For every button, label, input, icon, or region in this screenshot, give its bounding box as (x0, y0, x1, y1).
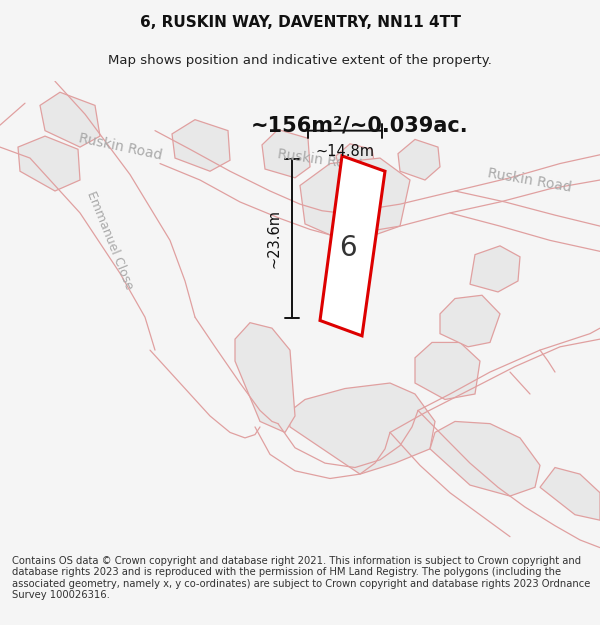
Polygon shape (336, 144, 375, 178)
Polygon shape (18, 136, 80, 191)
Text: ~14.8m: ~14.8m (316, 144, 374, 159)
Polygon shape (300, 158, 410, 244)
Text: 6, RUSKIN WAY, DAVENTRY, NN11 4TT: 6, RUSKIN WAY, DAVENTRY, NN11 4TT (139, 15, 461, 30)
Text: Ruskin Road: Ruskin Road (77, 131, 163, 162)
Polygon shape (288, 383, 435, 474)
Polygon shape (430, 421, 540, 496)
Polygon shape (40, 92, 100, 147)
Text: Contains OS data © Crown copyright and database right 2021. This information is : Contains OS data © Crown copyright and d… (12, 556, 590, 601)
Text: 6: 6 (339, 234, 357, 262)
Polygon shape (540, 468, 600, 520)
Text: ~23.6m: ~23.6m (267, 209, 282, 268)
Text: Ruskin Road: Ruskin Road (277, 148, 363, 173)
Polygon shape (470, 246, 520, 292)
Text: Emmanuel Close: Emmanuel Close (85, 189, 136, 291)
Text: ~156m²/~0.039ac.: ~156m²/~0.039ac. (251, 115, 469, 135)
Text: Map shows position and indicative extent of the property.: Map shows position and indicative extent… (108, 54, 492, 67)
Polygon shape (398, 139, 440, 180)
Polygon shape (320, 156, 385, 336)
Polygon shape (440, 295, 500, 347)
Polygon shape (172, 119, 230, 171)
Polygon shape (415, 342, 480, 399)
Text: Ruskin Road: Ruskin Road (487, 166, 573, 194)
Polygon shape (235, 322, 295, 432)
Polygon shape (262, 129, 310, 178)
